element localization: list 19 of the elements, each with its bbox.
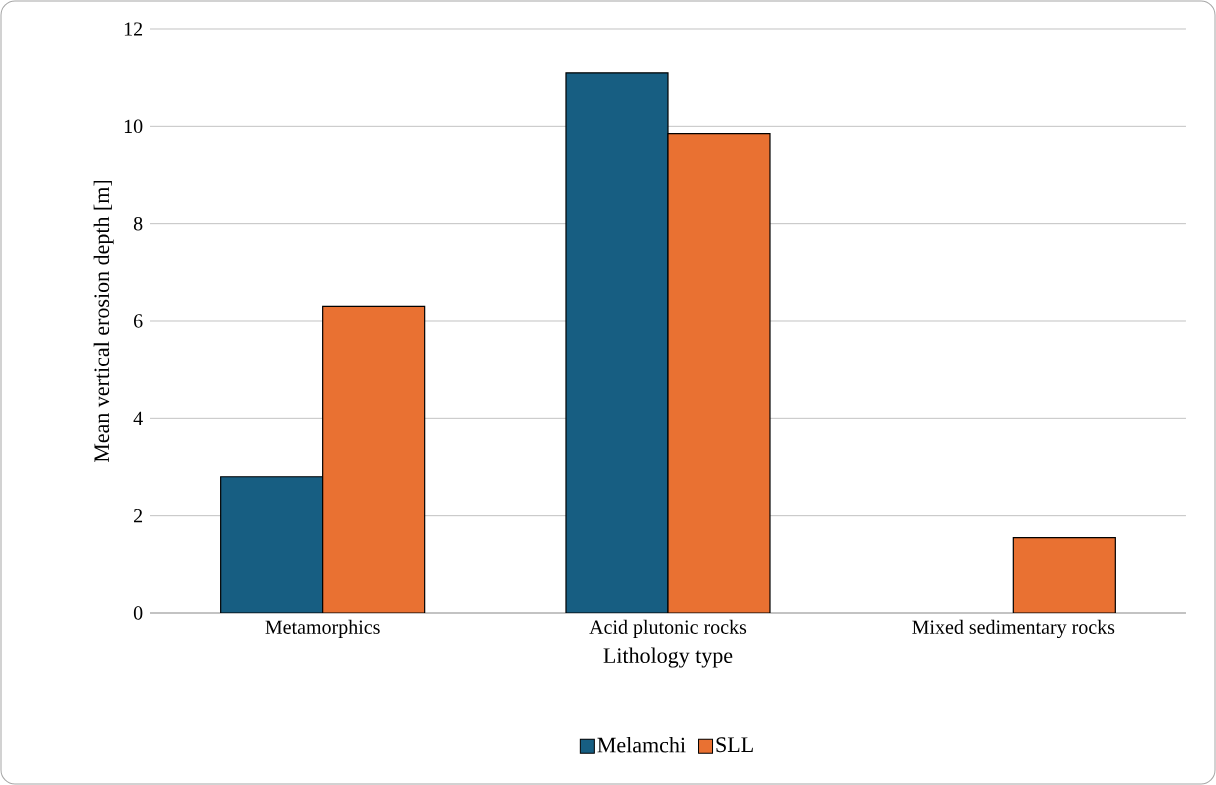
bar [220,476,324,613]
y-tick-label: 6 [134,314,143,328]
bar [322,305,426,613]
y-tick-label: 2 [134,509,143,523]
legend-label: SLL [716,737,753,753]
x-tick-label: Metamorphics [265,619,380,638]
y-tick-label: 8 [133,216,143,231]
y-tick-label: 10 [124,119,143,134]
bar [1012,536,1116,613]
y-tick-label: 4 [133,411,143,425]
legend-label: Melamchi [597,737,686,753]
x-tick-label: Acid plutonic rocks [589,619,747,638]
bar [667,133,771,613]
bar [565,72,669,613]
y-tick-label: 0 [133,606,143,620]
x-axis-title: Lithology type [603,647,733,668]
x-tick-label: Mixed sedimentary rocks [912,619,1115,639]
y-axis-title: Mean vertical erosion depth [m] [93,180,114,463]
y-tick-label: 12 [124,22,143,36]
